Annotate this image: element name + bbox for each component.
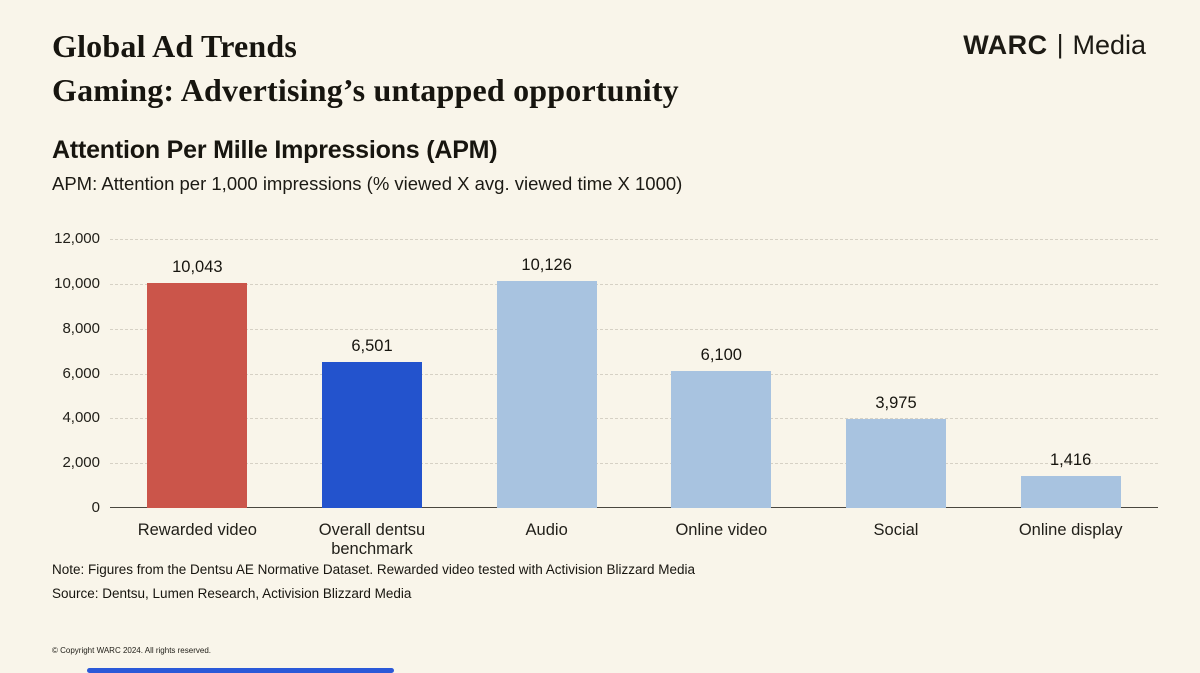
chart-note: Note: Figures from the Dentsu AE Normati…	[52, 562, 696, 577]
x-axis-line	[110, 507, 1158, 508]
bar-value-label: 3,975	[875, 393, 917, 412]
logo-divider: |	[1056, 29, 1064, 59]
chart-source: Source: Dentsu, Lumen Research, Activisi…	[52, 586, 412, 601]
y-axis-tick-label: 12,000	[54, 230, 100, 247]
chart-subtitle: APM: Attention per 1,000 impressions (% …	[52, 173, 683, 194]
bar-value-label: 10,043	[172, 257, 223, 276]
bar-social	[846, 418, 946, 508]
bar-value-label: 1,416	[1050, 451, 1092, 470]
gridline	[110, 328, 1158, 330]
bar-chart: 0 2,000 4,000 6,000 8,000 10,000 12,000 10,043 R…	[0, 228, 1200, 558]
x-axis-category-label: Online video	[675, 521, 768, 539]
warc-logo-text: WARC	[963, 30, 1048, 60]
gridline	[110, 418, 1158, 420]
bar-overall-dentsu-benchmark	[322, 362, 422, 508]
y-axis-tick-label: 0	[91, 499, 100, 516]
warc-media-logo: WARC | Media	[963, 29, 1146, 61]
y-axis-tick-label: 8,000	[62, 319, 100, 337]
copyright-text: © Copyright WARC 2024. All rights reserv…	[52, 646, 211, 655]
report-title-line1: Global Ad Trends	[52, 28, 298, 64]
bar-audio	[496, 281, 597, 508]
logo-suffix: Media	[1072, 30, 1146, 60]
gridline	[110, 239, 1158, 240]
bar-rewarded-video	[147, 282, 248, 508]
gridline	[110, 463, 1158, 465]
x-axis-category-label: Social	[873, 521, 919, 539]
x-axis-category-label: Overall dentsu benchmark	[318, 521, 426, 558]
gridline	[110, 373, 1158, 375]
x-axis-category-label: Audio	[525, 521, 568, 539]
bar-online-video	[671, 371, 772, 508]
bar-value-label: 6,100	[700, 346, 742, 365]
report-title-line2: Gaming: Advertising’s untapped opportuni…	[52, 72, 679, 108]
footer-accent-bar	[87, 668, 394, 673]
report-title: Global Ad Trends Gaming: Advertising’s u…	[52, 24, 679, 112]
y-axis-tick-label: 2,000	[62, 454, 100, 472]
y-axis-tick-label: 4,000	[62, 409, 100, 427]
bar-online-display	[1020, 476, 1121, 508]
y-axis-tick-label: 10,000	[54, 274, 100, 292]
y-axis-tick-label: 6,000	[62, 364, 100, 382]
chart-title: Attention Per Mille Impressions (APM)	[52, 136, 498, 164]
plot-area	[110, 239, 1158, 508]
x-axis-category-label: Online display	[1018, 521, 1123, 539]
bar-value-label: 10,126	[521, 256, 572, 274]
x-axis-category-label: Rewarded video	[137, 521, 257, 539]
gridline	[110, 283, 1158, 285]
bar-value-label: 6,501	[351, 337, 393, 356]
